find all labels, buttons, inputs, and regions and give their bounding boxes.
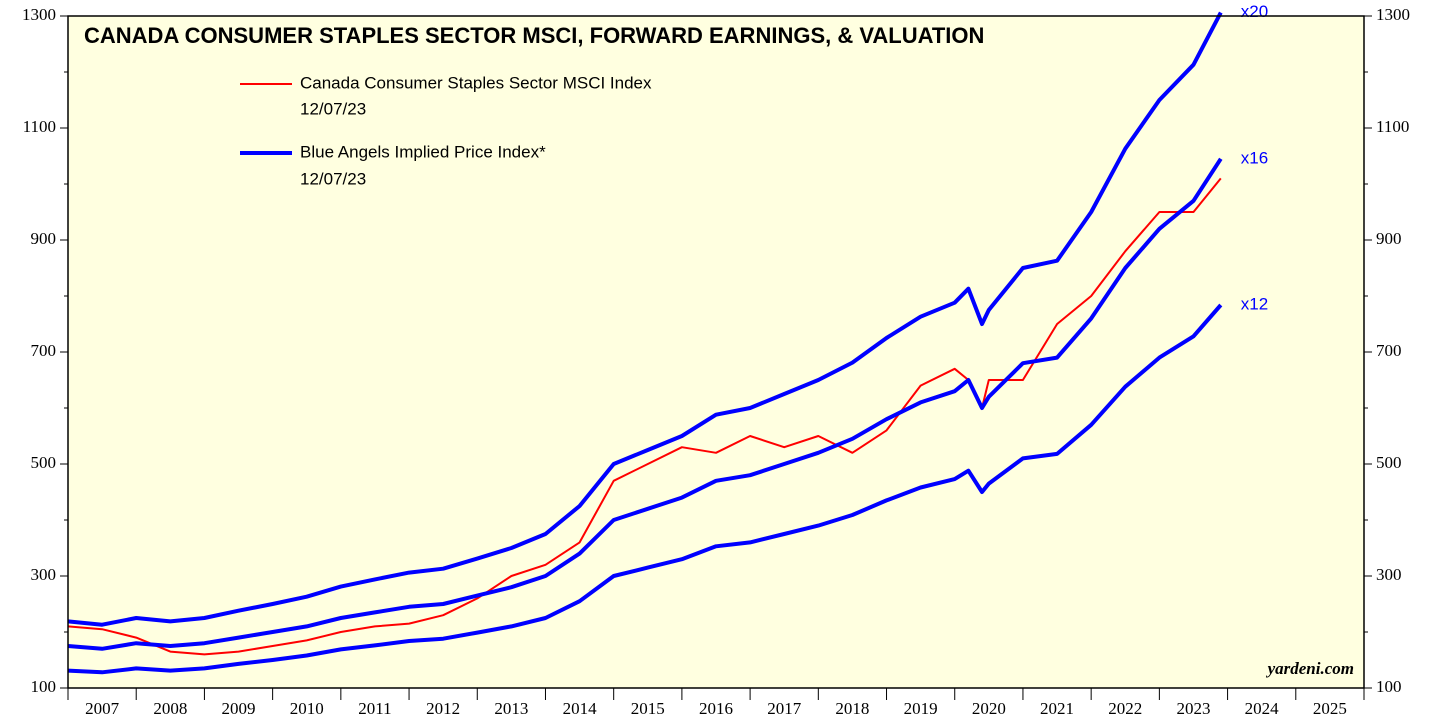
x-tick-label: 2014 [563,699,598,717]
x-tick-label: 2008 [153,699,187,717]
series-end-label: x20 [1241,2,1268,21]
x-tick-label: 2022 [1108,699,1142,717]
y2-tick-label: 500 [1376,453,1402,472]
x-tick-label: 2009 [222,699,256,717]
y-tick-label: 700 [31,341,57,360]
x-tick-label: 2025 [1313,699,1347,717]
x-tick-label: 2019 [904,699,938,717]
y2-tick-label: 300 [1376,565,1402,584]
plot-area [68,16,1364,688]
line-series [67,11,1223,627]
x-tick-label: 2021 [1040,699,1074,717]
x-tick-label: 2007 [85,699,120,717]
legend-date: 12/07/23 [300,99,366,118]
legend-label: Canada Consumer Staples Sector MSCI Inde… [300,73,652,92]
y2-tick-label: 100 [1376,677,1402,696]
y-tick-label: 1100 [23,117,56,136]
legend-label: Blue Angels Implied Price Index* [300,142,546,161]
x-tick-label: 2023 [1176,699,1210,717]
y-tick-label: 300 [31,565,57,584]
x-tick-label: 2011 [358,699,391,717]
x-tick-label: 2016 [699,699,733,717]
x-tick-label: 2020 [972,699,1006,717]
x-tick-label: 2024 [1245,699,1280,717]
legend-date: 12/07/23 [300,169,366,188]
chart-title: CANADA CONSUMER STAPLES SECTOR MSCI, FOR… [84,23,984,48]
x-tick-label: 2010 [290,699,324,717]
line-series [67,157,1223,651]
y2-tick-label: 1300 [1376,5,1410,24]
series-end-label: x16 [1241,148,1268,167]
series-end-label: x12 [1241,294,1268,313]
y2-tick-label: 1100 [1376,117,1409,136]
watermark: yardeni.com [1266,659,1354,678]
x-tick-label: 2015 [631,699,665,717]
y2-tick-label: 700 [1376,341,1402,360]
y-tick-label: 900 [31,229,57,248]
y2-tick-label: 900 [1376,229,1402,248]
x-tick-label: 2018 [835,699,869,717]
y-tick-label: 1300 [22,5,56,24]
y-tick-label: 500 [31,453,57,472]
y-tick-label: 100 [31,677,57,696]
x-tick-label: 2017 [767,699,802,717]
line-series [67,177,1222,656]
x-tick-label: 2013 [494,699,528,717]
plot-border [67,15,1365,689]
line-series [67,303,1223,675]
x-tick-label: 2012 [426,699,460,717]
